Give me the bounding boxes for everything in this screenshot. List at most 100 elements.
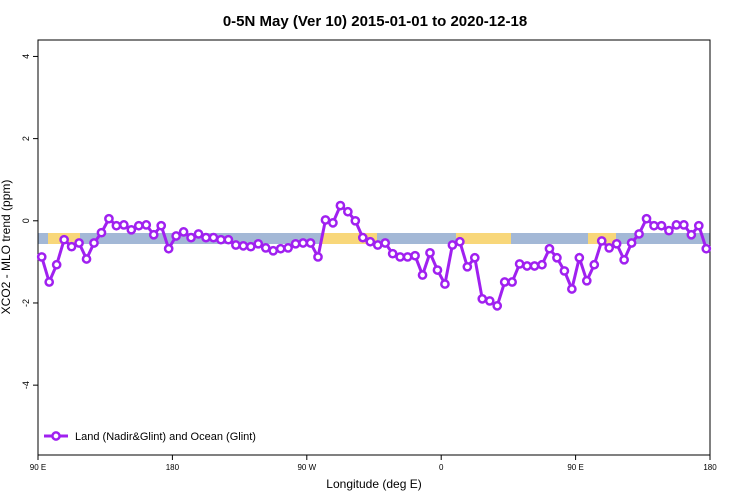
point [462,261,473,272]
point [111,220,122,231]
point [133,220,144,231]
point [96,227,107,238]
band-patch [322,233,377,244]
point [626,238,637,248]
point [671,220,682,230]
point [544,243,555,254]
point [171,231,181,241]
point [447,240,458,250]
point [492,300,503,311]
point [634,229,644,239]
point [51,259,62,270]
point [260,243,271,253]
point [290,238,301,249]
y-tick-label: -2 [21,299,31,307]
point [231,240,241,250]
point [320,215,331,225]
point [596,236,607,246]
point [477,294,488,304]
x-tick-label: 90 E [30,463,46,472]
point [499,277,510,287]
point [507,277,517,287]
point [469,252,480,263]
point [163,243,174,254]
point [126,224,137,235]
point [66,241,77,252]
point [611,238,622,249]
y-tick-label: 2 [21,136,31,141]
point [89,238,99,248]
point [298,238,308,248]
x-tick-label: 90 E [567,463,583,472]
point [74,238,84,248]
point [656,220,667,231]
point [559,266,570,276]
point [604,243,615,253]
point [432,265,443,275]
point [216,234,226,245]
point [193,229,204,239]
point [268,245,279,256]
point [693,220,704,231]
point [581,275,592,286]
point [305,238,316,248]
point [350,215,361,226]
point [552,252,562,263]
point [283,243,293,253]
legend-marker [51,431,61,441]
point [313,252,323,262]
point [335,200,346,211]
x-tick-label: 180 [166,463,180,472]
point [686,229,697,240]
point [402,252,413,262]
point [119,220,129,230]
point [372,240,383,250]
point [522,261,532,271]
point [529,261,540,271]
y-tick-label: 0 [21,218,31,223]
point [186,232,196,243]
point [156,220,167,231]
point [664,225,674,236]
x-tick-label: 0 [439,463,444,472]
chart-title: 0-5N May (Ver 10) 2015-01-01 to 2020-12-… [223,13,527,30]
point [387,248,398,259]
point [455,236,465,247]
point [417,270,428,280]
point [148,229,159,240]
point [649,220,659,231]
point [395,252,405,262]
point [365,236,376,247]
point [679,220,689,230]
point [104,213,114,224]
point [440,279,450,289]
point [484,296,495,306]
point [343,206,353,217]
x-tick-label: 90 W [297,463,316,472]
point [410,250,420,261]
point [59,234,69,245]
point [178,227,189,237]
point [36,252,47,262]
point [641,213,652,224]
point [380,238,391,248]
legend-label: Land (Nadir&Glint) and Ocean (Glint) [75,431,256,443]
point [141,220,152,230]
point [208,232,219,243]
y-tick-label: -4 [21,381,31,389]
point [201,232,211,243]
point [567,284,577,294]
point [44,277,55,287]
point [328,217,338,228]
point [81,254,92,264]
point [425,247,435,258]
point [701,243,712,254]
point [238,241,249,251]
band-patch [456,233,511,244]
point [275,243,286,254]
point [514,259,525,269]
point [223,234,234,245]
point [357,232,368,243]
y-tick-label: 4 [21,54,31,59]
